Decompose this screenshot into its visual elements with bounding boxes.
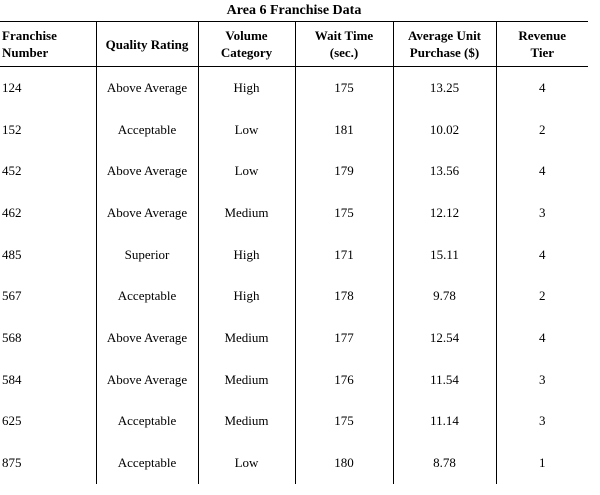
quality-rating-cell: Above Average xyxy=(95,358,198,401)
franchise-number-cell: 462 xyxy=(2,204,22,220)
wait-time-cell: 181 xyxy=(294,108,393,151)
table-row: 875 Acceptable Low 180 8.78 1 xyxy=(0,442,588,484)
volume-category-cell: Low xyxy=(197,108,295,151)
wait-time-cell: 179 xyxy=(294,150,393,193)
franchise-number-cell: 567 xyxy=(2,288,22,304)
table-row: 625 Acceptable Medium 175 11.14 3 xyxy=(0,400,588,443)
revenue-tier-cell: 3 xyxy=(495,358,588,401)
wait-time-cell: 178 xyxy=(294,275,393,318)
table-row: 452 Above Average Low 179 13.56 4 xyxy=(0,150,588,193)
quality-rating-cell: Acceptable xyxy=(95,400,198,443)
franchise-number-cell: 152 xyxy=(2,121,22,137)
quality-rating-cell: Above Average xyxy=(95,192,198,234)
quality-rating-cell: Acceptable xyxy=(95,108,198,151)
revenue-tier-cell: 4 xyxy=(495,233,588,276)
average-unit-purchase-cell: 12.12 xyxy=(392,192,496,234)
volume-category-cell: Medium xyxy=(197,317,295,359)
volume-category-cell: High xyxy=(197,275,295,318)
table-row: 152 Acceptable Low 181 10.02 2 xyxy=(0,108,588,151)
average-unit-purchase-cell: 11.54 xyxy=(392,358,496,401)
wait-time-cell: 171 xyxy=(294,233,393,276)
wait-time-cell: 175 xyxy=(294,66,393,109)
wait-time-cell: 175 xyxy=(294,192,393,234)
quality-rating-cell: Above Average xyxy=(95,66,198,109)
franchise-number-cell: 625 xyxy=(2,413,22,429)
quality-rating-cell: Acceptable xyxy=(95,442,198,484)
header-average-unit-purchase: Average Unit Purchase ($) xyxy=(392,21,496,67)
revenue-tier-cell: 4 xyxy=(495,150,588,193)
revenue-tier-cell: 2 xyxy=(495,275,588,318)
table-row: 584 Above Average Medium 176 11.54 3 xyxy=(0,358,588,401)
table-row: 567 Acceptable High 178 9.78 2 xyxy=(0,275,588,318)
revenue-tier-cell: 4 xyxy=(495,66,588,109)
revenue-tier-cell: 3 xyxy=(495,400,588,443)
average-unit-purchase-cell: 9.78 xyxy=(392,275,496,318)
quality-rating-cell: Above Average xyxy=(95,150,198,193)
average-unit-purchase-cell: 12.54 xyxy=(392,317,496,359)
table-row: 485 Superior High 171 15.11 4 xyxy=(0,233,588,276)
table-row: 462 Above Average Medium 175 12.12 3 xyxy=(0,192,588,234)
quality-rating-cell: Above Average xyxy=(95,317,198,359)
franchise-number-cell: 452 xyxy=(2,163,22,179)
revenue-tier-cell: 3 xyxy=(495,192,588,234)
header-row: Franchise Number Quality Rating Volume Cat… xyxy=(0,21,588,67)
franchise-number-cell: 584 xyxy=(2,371,22,387)
quality-rating-cell: Superior xyxy=(95,233,198,276)
volume-category-cell: High xyxy=(197,66,295,109)
wait-time-cell: 176 xyxy=(294,358,393,401)
volume-category-cell: High xyxy=(197,233,295,276)
volume-category-cell: Medium xyxy=(197,400,295,443)
header-wait-time: Wait Time (sec.) xyxy=(294,21,393,67)
header-revenue-tier: Revenue Tier xyxy=(495,21,588,67)
franchise-number-cell: 568 xyxy=(2,329,22,345)
volume-category-cell: Medium xyxy=(197,358,295,401)
franchise-table: Franchise Number Quality Rating Volume Cat… xyxy=(0,21,588,484)
wait-time-cell: 175 xyxy=(294,400,393,443)
table-row: 124 Above Average High 175 13.25 4 xyxy=(0,66,588,109)
average-unit-purchase-cell: 8.78 xyxy=(392,442,496,484)
volume-category-cell: Low xyxy=(197,150,295,193)
header-franchise-number: Franchise Number xyxy=(0,21,96,67)
volume-category-cell: Low xyxy=(197,442,295,484)
franchise-number-cell: 875 xyxy=(2,455,22,471)
franchise-number-cell: 124 xyxy=(2,79,22,95)
volume-category-cell: Medium xyxy=(197,192,295,234)
revenue-tier-cell: 1 xyxy=(495,442,588,484)
average-unit-purchase-cell: 11.14 xyxy=(392,400,496,443)
wait-time-cell: 180 xyxy=(294,442,393,484)
revenue-tier-cell: 2 xyxy=(495,108,588,151)
average-unit-purchase-cell: 13.25 xyxy=(392,66,496,109)
wait-time-cell: 177 xyxy=(294,317,393,359)
table-row: 568 Above Average Medium 177 12.54 4 xyxy=(0,317,588,359)
quality-rating-cell: Acceptable xyxy=(95,275,198,318)
revenue-tier-cell: 4 xyxy=(495,317,588,359)
header-volume-category: Volume Category xyxy=(197,21,295,67)
table-title: Area 6 Franchise Data xyxy=(226,3,362,18)
average-unit-purchase-cell: 13.56 xyxy=(392,150,496,193)
header-quality-rating: Quality Rating xyxy=(95,21,198,67)
average-unit-purchase-cell: 10.02 xyxy=(392,108,496,151)
franchise-number-cell: 485 xyxy=(2,246,22,262)
average-unit-purchase-cell: 15.11 xyxy=(392,233,496,276)
